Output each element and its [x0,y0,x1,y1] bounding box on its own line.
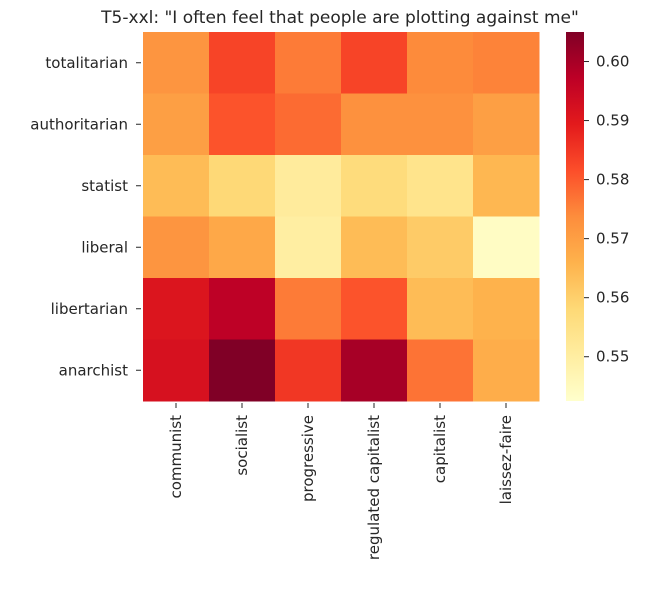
heatmap-cell-0-5 [473,32,540,94]
heatmap-cell-5-5 [473,339,540,402]
heatmap-cell-3-2 [275,216,342,279]
y-tick-label: libertarian [51,300,128,318]
colorbar: 0.55 0.56 0.57 0.58 0.59 0.60 [566,32,629,401]
x-tick-label: progressive [299,415,317,502]
heatmap-cell-0-0 [143,32,210,94]
heatmap-cell-2-4 [407,155,474,217]
heatmap-cell-1-3 [341,93,408,156]
y-tick-label: statist [81,177,128,195]
heatmap-cell-2-3 [341,155,408,217]
heatmap-cell-4-4 [407,278,474,340]
x-tick-label: laissez-faire [497,415,515,504]
heatmap-cell-4-5 [473,278,540,340]
colorbar-gradient [566,32,584,401]
chart-title: T5-xxl: "I often feel that people are pl… [100,8,579,28]
colorbar-tick-label: 0.60 [596,53,629,71]
x-tick-label: regulated capitalist [365,415,383,560]
y-tick-labels: totalitarian authoritarian statist liberal l… [30,54,141,379]
colorbar-tick-label: 0.57 [596,230,629,248]
heatmap-cell-2-5 [473,155,540,217]
y-tick-label: authoritarian [30,115,128,133]
heatmap-cell-0-2 [275,32,342,94]
heatmap-cells [143,32,540,402]
heatmap-cell-1-2 [275,93,342,156]
heatmap-cell-4-0 [143,278,210,340]
heatmap-cell-5-3 [341,339,408,402]
y-tick-label: liberal [81,238,128,256]
heatmap-cell-2-0 [143,155,210,217]
x-tick-label: socialist [233,415,251,476]
x-tick-labels: communist socialist progressive regulated c… [167,403,515,560]
heatmap-cell-1-1 [209,93,276,156]
heatmap-cell-2-1 [209,155,276,217]
colorbar-tick-label: 0.56 [596,289,629,307]
heatmap-cell-1-5 [473,93,540,156]
heatmap-cell-4-2 [275,278,342,340]
x-tick-label: communist [167,415,185,499]
heatmap-cell-5-0 [143,339,210,402]
heatmap-cell-5-4 [407,339,474,402]
heatmap-cell-3-5 [473,216,540,279]
heatmap-cell-5-2 [275,339,342,402]
heatmap-cell-3-1 [209,216,276,279]
y-tick-label: totalitarian [45,54,128,72]
heatmap-cell-0-4 [407,32,474,94]
heatmap-cell-1-0 [143,93,210,156]
y-tick-label: anarchist [59,361,128,379]
heatmap-cell-3-0 [143,216,210,279]
colorbar-tick-label: 0.58 [596,171,629,189]
heatmap-cell-3-4 [407,216,474,279]
colorbar-tick-label: 0.55 [596,348,629,366]
heatmap-cell-0-3 [341,32,408,94]
heatmap-cell-3-3 [341,216,408,279]
heatmap-cell-2-2 [275,155,342,217]
colorbar-tick-label: 0.59 [596,112,629,130]
heatmap-cell-5-1 [209,339,276,402]
heatmap-cell-0-1 [209,32,276,94]
heatmap-cell-4-3 [341,278,408,340]
heatmap-cell-1-4 [407,93,474,156]
heatmap-cell-4-1 [209,278,276,340]
x-tick-label: capitalist [431,415,449,483]
